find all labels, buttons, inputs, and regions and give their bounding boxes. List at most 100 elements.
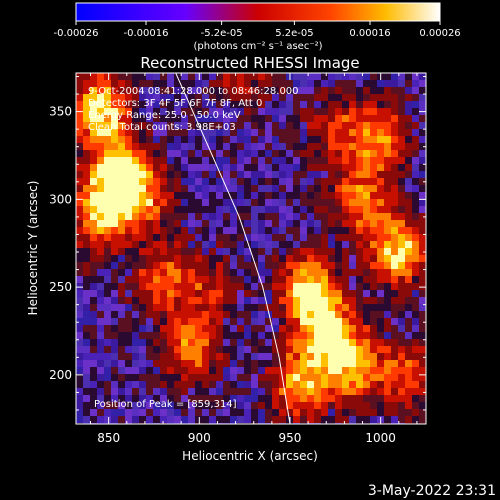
heatmap-cell xyxy=(279,87,287,95)
heatmap-cell xyxy=(97,409,105,417)
heatmap-cell xyxy=(181,269,189,277)
heatmap-cell xyxy=(272,395,280,403)
heatmap-cell xyxy=(188,248,196,256)
heatmap-cell xyxy=(237,220,245,228)
heatmap-cell xyxy=(307,73,315,81)
heatmap-cell xyxy=(111,248,119,256)
heatmap-cell xyxy=(321,416,329,424)
heatmap-cell xyxy=(181,213,189,221)
heatmap-cell xyxy=(370,276,378,284)
heatmap-cell xyxy=(412,290,420,298)
heatmap-cell xyxy=(377,227,385,235)
heatmap-cell xyxy=(321,248,329,256)
heatmap-cell xyxy=(349,367,357,375)
heatmap-cell xyxy=(202,297,210,305)
heatmap-cell xyxy=(342,367,350,375)
heatmap-cell xyxy=(279,213,287,221)
heatmap-cell xyxy=(272,318,280,326)
heatmap-cell xyxy=(391,325,399,333)
heatmap-cell xyxy=(111,164,119,172)
heatmap-cell xyxy=(244,311,252,319)
heatmap-cell xyxy=(251,143,259,151)
heatmap-cell xyxy=(146,178,154,186)
heatmap-cell xyxy=(188,199,196,207)
heatmap-cell xyxy=(146,108,154,116)
heatmap-cell xyxy=(153,150,161,158)
heatmap-cell xyxy=(223,199,231,207)
heatmap-cell xyxy=(90,332,98,340)
heatmap-cell xyxy=(125,276,133,284)
heatmap-cell xyxy=(181,402,189,410)
heatmap-cell xyxy=(412,199,420,207)
heatmap-cell xyxy=(300,381,308,389)
heatmap-cell xyxy=(321,241,329,249)
heatmap-cell xyxy=(412,283,420,291)
heatmap-cell xyxy=(279,381,287,389)
heatmap-cell xyxy=(223,374,231,382)
heatmap-cell xyxy=(314,185,322,193)
heatmap-cell xyxy=(391,94,399,102)
heatmap-cell xyxy=(167,87,175,95)
heatmap-cell xyxy=(300,213,308,221)
heatmap-cell xyxy=(76,339,84,347)
heatmap-cell xyxy=(349,143,357,151)
heatmap-cell xyxy=(405,318,413,326)
heatmap-cell xyxy=(188,262,196,270)
heatmap-cell xyxy=(314,80,322,88)
heatmap-cell xyxy=(244,395,252,403)
heatmap-cell xyxy=(328,388,336,396)
heatmap-cell xyxy=(209,367,217,375)
heatmap-cell xyxy=(188,395,196,403)
heatmap-cell xyxy=(202,255,210,263)
heatmap-cell xyxy=(293,87,301,95)
heatmap-cell xyxy=(118,227,126,235)
heatmap-cell xyxy=(314,311,322,319)
heatmap-cell xyxy=(167,346,175,354)
heatmap-cell xyxy=(216,318,224,326)
heatmap-cell xyxy=(272,150,280,158)
heatmap-cell xyxy=(405,227,413,235)
heatmap-cell xyxy=(202,150,210,158)
heatmap-cell xyxy=(293,332,301,340)
heatmap-cell xyxy=(349,318,357,326)
heatmap-cell xyxy=(244,409,252,417)
heatmap-cell xyxy=(398,143,406,151)
heatmap-cell xyxy=(76,143,84,151)
heatmap-cell xyxy=(272,325,280,333)
heatmap-cell xyxy=(356,87,364,95)
heatmap-cell xyxy=(363,311,371,319)
heatmap-cell xyxy=(251,297,259,305)
heatmap-cell xyxy=(412,73,420,81)
heatmap-cell xyxy=(258,290,266,298)
heatmap-cell xyxy=(349,192,357,200)
heatmap-cell xyxy=(83,157,91,165)
heatmap-cell xyxy=(272,297,280,305)
heatmap-cell xyxy=(160,241,168,249)
heatmap-cell xyxy=(321,290,329,298)
heatmap-cell xyxy=(202,94,210,102)
heatmap-cell xyxy=(104,143,112,151)
heatmap-cell xyxy=(328,248,336,256)
heatmap-cell xyxy=(258,339,266,347)
heatmap-cell xyxy=(363,381,371,389)
heatmap-cell xyxy=(181,353,189,361)
heatmap-cell xyxy=(188,157,196,165)
heatmap-cell xyxy=(153,171,161,179)
heatmap-cell xyxy=(251,220,259,228)
heatmap-cell xyxy=(314,157,322,165)
heatmap-cell xyxy=(356,115,364,123)
heatmap-cell xyxy=(146,311,154,319)
heatmap-cell xyxy=(104,409,112,417)
heatmap-cell xyxy=(251,402,259,410)
heatmap-cell xyxy=(209,164,217,172)
heatmap-cell xyxy=(90,241,98,249)
heatmap-cell xyxy=(370,206,378,214)
heatmap-cell xyxy=(174,318,182,326)
heatmap-cell xyxy=(125,325,133,333)
heatmap-cell xyxy=(335,346,343,354)
heatmap-cell xyxy=(76,73,84,81)
heatmap-cell xyxy=(342,192,350,200)
heatmap-cell xyxy=(391,262,399,270)
heatmap-cell xyxy=(90,304,98,312)
heatmap-cell xyxy=(398,276,406,284)
